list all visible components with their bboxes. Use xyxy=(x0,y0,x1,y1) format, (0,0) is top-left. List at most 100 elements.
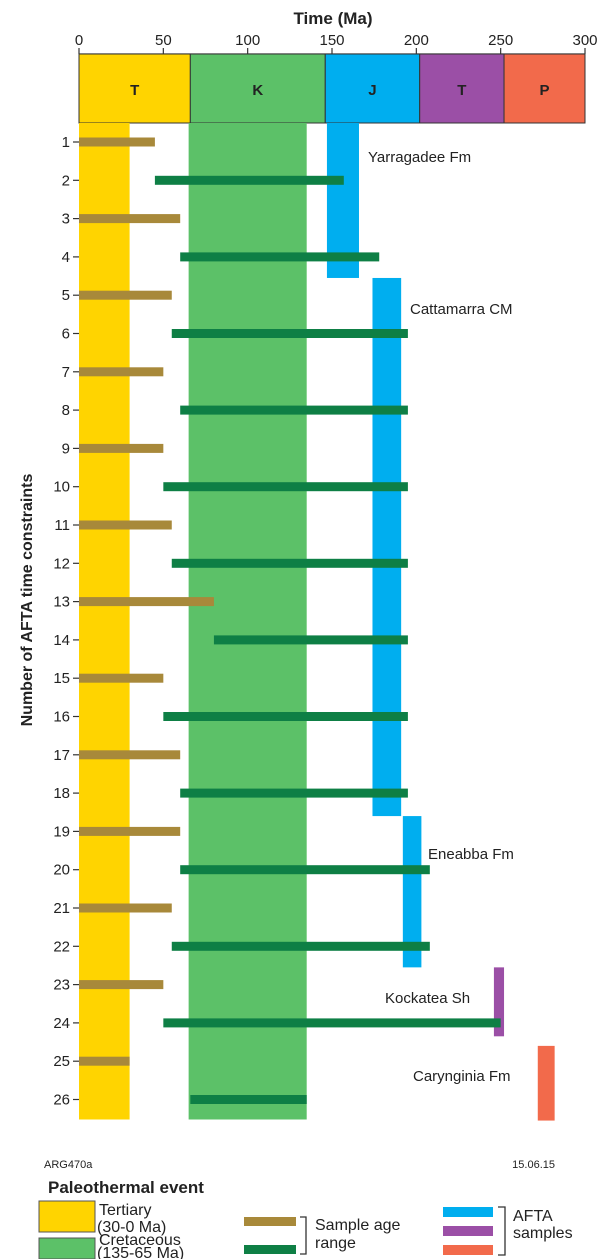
y-tick-label: 2 xyxy=(62,172,70,189)
y-tick-label: 18 xyxy=(53,785,70,802)
y-tick-label: 3 xyxy=(62,211,70,228)
y-tick-label: 6 xyxy=(62,326,70,343)
afta-sample-label: Yarragadee Fm xyxy=(368,149,471,166)
constraint-ranges xyxy=(79,137,501,1104)
afta-sample-bar xyxy=(537,1045,555,1121)
y-tick-label: 7 xyxy=(62,364,70,381)
constraint-range-bar xyxy=(213,635,408,645)
afta-sample-bar xyxy=(402,816,422,968)
constraint-range-bar xyxy=(79,673,164,683)
afta-sample-bar xyxy=(493,967,505,1037)
constraint-range-bar xyxy=(79,443,164,453)
afta-sample-bar xyxy=(372,277,402,817)
constraint-range-bar xyxy=(154,175,344,185)
y-tick-label: 1 xyxy=(62,134,70,151)
y-tick-label: 19 xyxy=(53,823,70,840)
y-tick-label: 10 xyxy=(53,479,70,496)
constraint-range-bar xyxy=(79,1056,130,1066)
constraint-range-bar xyxy=(79,597,214,607)
y-axis: 1234567891011121314151617181920212223242… xyxy=(53,134,79,1109)
y-tick-label: 5 xyxy=(62,287,70,304)
constraint-range-bar xyxy=(79,903,172,913)
paleothermal-bands xyxy=(79,123,307,1120)
constraint-range-bar xyxy=(171,329,408,338)
y-tick-label: 12 xyxy=(53,555,70,572)
period-label: J xyxy=(368,82,376,99)
x-tick-label: 150 xyxy=(319,32,344,49)
y-tick-label: 15 xyxy=(53,670,70,687)
paleothermal-band xyxy=(79,123,130,1120)
y-tick-label: 22 xyxy=(53,938,70,955)
period-box xyxy=(503,53,586,124)
period-label: K xyxy=(252,82,263,99)
constraint-range-bar xyxy=(79,290,172,300)
legend: Paleothermal event Tertiary (30-0 Ma) Cr… xyxy=(38,1178,573,1259)
constraint-range-bar xyxy=(190,1095,307,1104)
y-tick-label: 8 xyxy=(62,402,70,419)
y-tick-label: 24 xyxy=(53,1015,70,1032)
y-tick-label: 20 xyxy=(53,862,70,879)
afta-sample-label: Carynginia Fm xyxy=(413,1068,511,1085)
constraint-range-bar xyxy=(163,712,408,721)
legend-cretaceous-name: Cretaceous xyxy=(99,1232,181,1249)
figure-code: ARG470a xyxy=(44,1159,93,1171)
legend-swatch-tertiary xyxy=(38,1200,96,1233)
constraint-range-bar xyxy=(180,865,430,875)
constraint-range-bar xyxy=(171,941,430,951)
period-box xyxy=(78,53,191,124)
period-box xyxy=(189,53,326,124)
y-tick-label: 25 xyxy=(53,1053,70,1070)
x-axis: 0 50 100 150 200 250 300 xyxy=(75,32,598,55)
legend-cretaceous-range: (135-65 Ma) xyxy=(97,1245,184,1259)
y-tick-label: 14 xyxy=(53,632,70,649)
x-tick-label: 50 xyxy=(155,32,172,49)
afta-sample-label: Cattamarra CM xyxy=(410,301,513,318)
legend-afta-label-2: samples xyxy=(513,1225,573,1242)
y-tick-label: 9 xyxy=(62,440,70,457)
x-tick-label: 250 xyxy=(488,32,513,49)
y-tick-label: 4 xyxy=(62,249,70,266)
x-tick-label: 200 xyxy=(404,32,429,49)
constraint-range-bar xyxy=(163,1018,501,1028)
constraint-range-bar xyxy=(79,980,164,990)
constraint-range-bar xyxy=(171,558,408,568)
y-tick-label: 16 xyxy=(53,709,70,726)
x-tick-label: 300 xyxy=(572,32,597,49)
y-tick-label: 11 xyxy=(54,517,70,534)
paleothermal-band xyxy=(188,123,307,1120)
constraint-range-bar xyxy=(180,788,408,798)
legend-swatch-cretaceous xyxy=(38,1237,96,1259)
legend-range-label-2: range xyxy=(315,1235,356,1252)
constraint-range-bar xyxy=(180,405,408,415)
constraint-range-bar xyxy=(79,750,181,760)
legend-tertiary-range-swatch xyxy=(244,1217,296,1226)
legend-afta-swatch-permian xyxy=(443,1245,493,1255)
y-tick-label: 13 xyxy=(53,594,70,611)
y-tick-label: 23 xyxy=(53,977,70,994)
constraint-range-bar xyxy=(79,137,155,147)
y-tick-label: 17 xyxy=(53,747,70,764)
afta-sample-label: Eneabba Fm xyxy=(428,846,514,863)
legend-range-label-1: Sample age xyxy=(315,1217,400,1234)
constraint-range-bar xyxy=(79,214,181,224)
constraint-range-bar xyxy=(79,520,172,530)
y-tick-label: 26 xyxy=(53,1092,70,1109)
afta-sample-bars: Yarragadee Fm Cattamarra CM Eneabba Fm Kock… xyxy=(326,123,555,1121)
constraint-range-bar xyxy=(79,826,181,836)
constraint-range-bar xyxy=(180,252,380,262)
legend-afta-bracket xyxy=(498,1206,506,1256)
legend-cretaceous-range-swatch xyxy=(244,1245,296,1254)
period-label: T xyxy=(130,82,139,99)
legend-title: Paleothermal event xyxy=(48,1178,204,1197)
legend-afta-label-1: AFTA xyxy=(513,1208,553,1225)
legend-range-bracket xyxy=(300,1216,307,1255)
x-tick-label: 100 xyxy=(235,32,260,49)
period-label: T xyxy=(457,82,466,99)
x-tick-label: 0 xyxy=(75,32,83,49)
afta-sample-bar xyxy=(326,123,359,278)
legend-tertiary-range: (30-0 Ma) xyxy=(97,1219,166,1236)
period-label: P xyxy=(540,82,550,99)
constraint-range-bar xyxy=(79,367,164,377)
